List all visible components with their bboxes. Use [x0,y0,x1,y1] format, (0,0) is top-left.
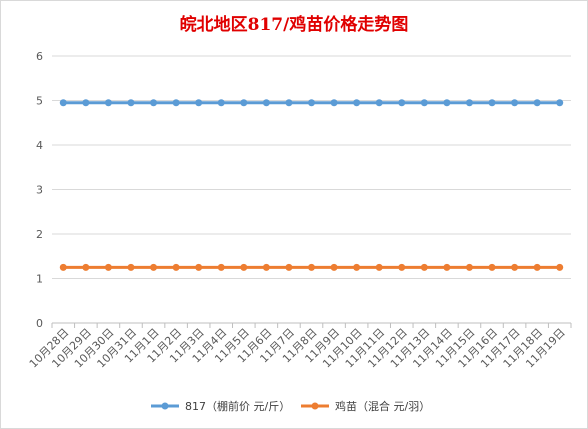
data-point-series-1 [533,99,541,107]
data-point-series-1 [353,99,361,107]
data-point-series-1 [240,99,248,107]
y-tick-label: 5 [36,95,43,108]
data-point-series-1 [488,99,496,107]
data-point-series-1 [172,99,180,107]
data-point-series-1 [308,99,315,107]
data-point-series-1 [195,99,203,107]
data-point-series-2 [195,263,203,271]
data-point-series-1 [511,99,519,107]
y-tick-label: 4 [36,139,43,152]
data-point-series-1 [443,99,451,107]
data-point-series-1 [104,99,112,107]
data-point-series-2 [127,263,135,271]
data-point-series-1 [330,99,338,107]
data-point-series-2 [262,263,270,271]
data-point-series-1 [556,99,564,107]
data-point-series-2 [150,263,158,271]
data-point-series-1 [285,99,293,107]
data-point-series-1 [217,99,225,107]
legend-label: 817（棚前价 元/斤） [185,399,290,413]
legend-label: 鸡苗（混合 元/羽） [335,399,430,413]
y-tick-label: 0 [36,317,43,330]
data-point-series-2 [398,263,406,271]
data-point-series-1 [127,99,135,107]
data-point-series-2 [308,263,315,271]
data-point-series-2 [353,263,361,271]
data-point-series-2 [420,263,428,271]
y-tick-label: 2 [36,228,43,241]
data-point-series-1 [262,99,270,107]
data-point-series-1 [398,99,406,107]
data-point-series-2 [240,263,248,271]
data-point-series-2 [285,263,293,271]
chart-title: 皖北地区817/鸡苗价格走势图 [179,15,409,35]
data-point-series-2 [556,263,564,271]
data-point-series-2 [330,263,338,271]
y-tick-label: 6 [36,50,43,63]
data-point-series-1 [59,99,67,107]
data-point-series-2 [488,263,496,271]
data-point-series-1 [420,99,428,107]
y-tick-label: 3 [36,184,43,197]
data-point-series-1 [375,99,383,107]
data-point-series-2 [443,263,451,271]
data-point-series-2 [375,263,383,271]
data-point-series-1 [465,99,473,107]
y-tick-label: 1 [36,273,43,286]
data-point-series-2 [82,263,90,271]
data-point-series-2 [104,263,112,271]
data-point-series-2 [217,263,225,271]
data-point-series-2 [465,263,473,271]
data-point-series-1 [150,99,158,107]
legend-swatch-marker [161,402,169,410]
data-point-series-2 [172,263,180,271]
data-point-series-2 [511,263,519,271]
data-point-series-1 [82,99,90,107]
legend-swatch-marker [311,402,319,410]
data-point-series-2 [533,263,541,271]
data-point-series-2 [59,263,67,271]
